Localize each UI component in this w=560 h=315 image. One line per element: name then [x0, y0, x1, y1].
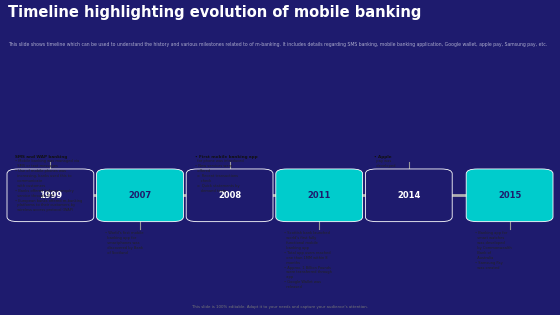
FancyBboxPatch shape — [7, 169, 94, 222]
Text: SMS and WAP banking: SMS and WAP banking — [15, 155, 68, 159]
FancyBboxPatch shape — [276, 169, 363, 222]
Text: • Mobile banking was managed via
  SMS or text messages
• Use of mobile phones w: • Mobile banking was managed via SMS or … — [15, 159, 83, 212]
Text: pay was
  developed: pay was developed — [374, 159, 395, 168]
FancyBboxPatch shape — [97, 169, 184, 222]
Text: • Scottish bank launched
  world's first fully
  functional mobile
  banking app: • Scottish bank launched world's first f… — [284, 231, 332, 289]
Text: • Banking app for
  smart watches
  was developed
  by Commonwealth
  Bank of
  : • Banking app for smart watches was deve… — [475, 231, 511, 270]
Text: • Apple: • Apple — [374, 155, 391, 159]
Text: 2014: 2014 — [397, 191, 421, 200]
FancyBboxPatch shape — [365, 169, 452, 222]
Text: This slide is 100% editable. Adapt it to your needs and capture your audience's : This slide is 100% editable. Adapt it to… — [192, 305, 368, 309]
Text: Timeline highlighting evolution of mobile banking: Timeline highlighting evolution of mobil… — [8, 5, 422, 20]
Text: • First mobile banking app: • First mobile banking app — [195, 155, 257, 159]
Text: 2011: 2011 — [307, 191, 331, 200]
Text: 2008: 2008 — [218, 191, 241, 200]
FancyBboxPatch shape — [466, 169, 553, 222]
Text: 2015: 2015 — [498, 191, 521, 200]
Text: This slide shows timeline which can be used to understand the history and variou: This slide shows timeline which can be u… — [8, 42, 548, 47]
Text: 1999: 1999 — [39, 191, 62, 200]
FancyBboxPatch shape — [186, 169, 273, 222]
Text: 2007: 2007 — [128, 191, 152, 200]
Text: • World's first mobile
  banking app for
  smartphones was
  discovered by Bank
: • World's first mobile banking app for s… — [105, 231, 143, 255]
Text: for phone was introduced
• New services were
  offered
  o  Recent transactions
: for phone was introduced • New services … — [195, 159, 244, 193]
